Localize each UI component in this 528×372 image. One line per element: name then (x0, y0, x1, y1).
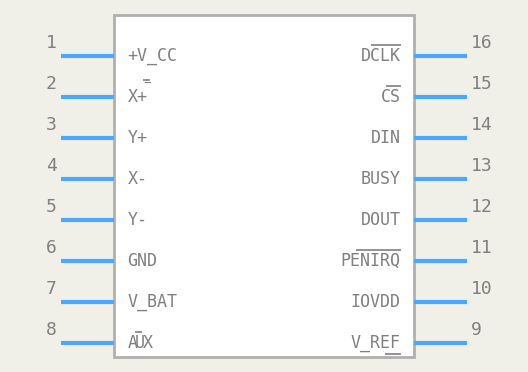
Text: 10: 10 (472, 280, 493, 298)
Text: DCLK: DCLK (361, 47, 400, 65)
Text: V_REF: V_REF (351, 334, 400, 352)
Text: V_BAT: V_BAT (128, 294, 177, 311)
Text: DOUT: DOUT (361, 211, 400, 229)
Text: 3: 3 (46, 116, 56, 134)
Text: GND: GND (128, 252, 157, 270)
Text: DIN: DIN (371, 129, 400, 147)
Text: 16: 16 (472, 34, 493, 52)
Text: 6: 6 (46, 239, 56, 257)
Text: +V_CC: +V_CC (128, 47, 177, 65)
Bar (114, 15, 414, 357)
Text: 9: 9 (472, 321, 482, 339)
Text: X+: X+ (128, 88, 147, 106)
Text: 7: 7 (46, 280, 56, 298)
Text: 5: 5 (46, 198, 56, 216)
Text: 12: 12 (472, 198, 493, 216)
Text: U: U (135, 334, 145, 352)
Text: 13: 13 (472, 157, 493, 175)
Text: A: A (128, 334, 137, 352)
Text: 11: 11 (472, 239, 493, 257)
Text: 1: 1 (46, 34, 56, 52)
Text: X: X (143, 334, 153, 352)
Text: 15: 15 (472, 75, 493, 93)
Text: −: − (144, 77, 151, 90)
Text: 14: 14 (472, 116, 493, 134)
Text: Y-: Y- (128, 211, 147, 229)
Text: Y+: Y+ (128, 129, 147, 147)
Text: BUSY: BUSY (361, 170, 400, 188)
Text: IOVDD: IOVDD (351, 294, 400, 311)
Text: CS: CS (381, 88, 400, 106)
Text: 8: 8 (46, 321, 56, 339)
Text: 4: 4 (46, 157, 56, 175)
Text: X-: X- (128, 170, 147, 188)
Text: PENIRQ: PENIRQ (341, 252, 400, 270)
Text: 2: 2 (46, 75, 56, 93)
